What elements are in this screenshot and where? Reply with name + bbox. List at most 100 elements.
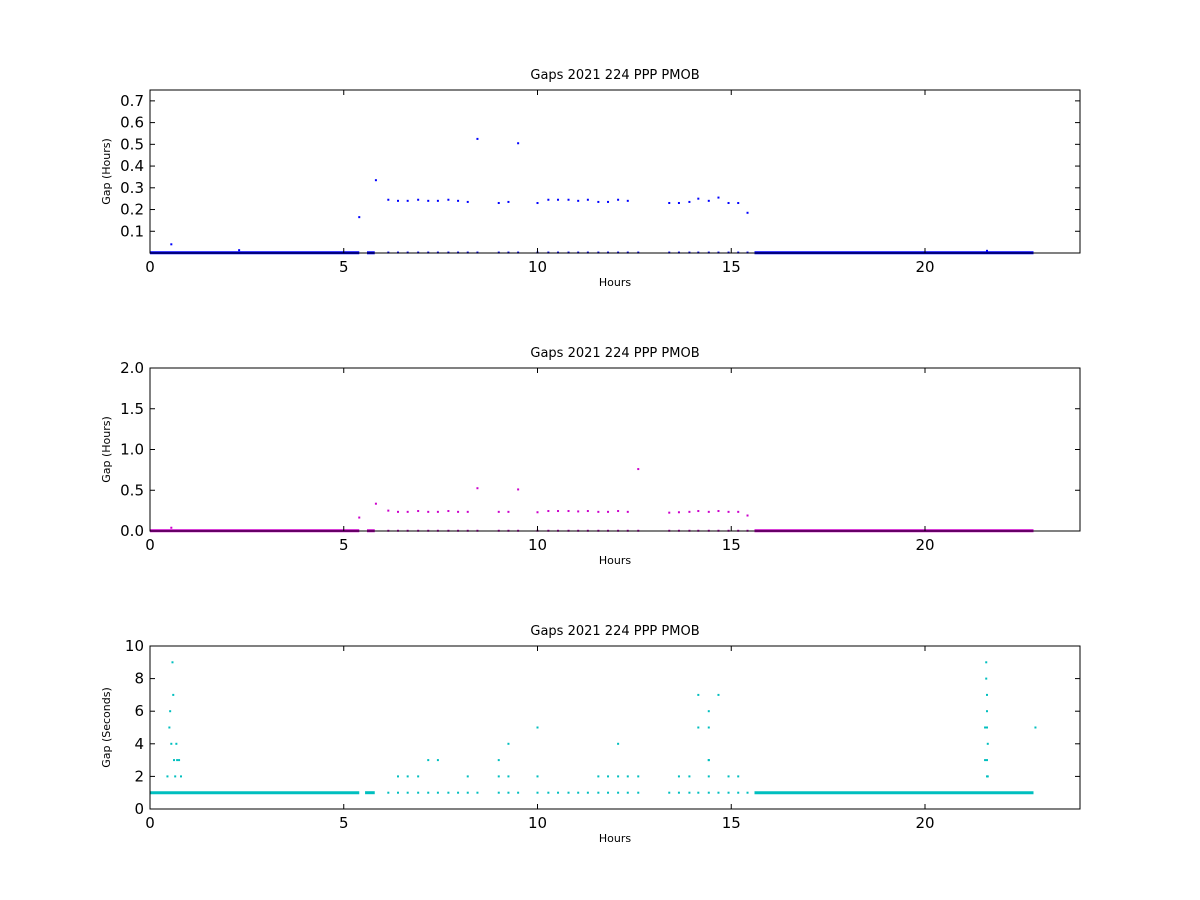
data-point xyxy=(737,775,740,778)
chart-panel-2: 0 5 10 15 20 0.0 0.5 1.0 1.5 2.0 Gaps 2021 224 PPP… xyxy=(100,346,1081,567)
x-tick-label: 20 xyxy=(915,814,934,832)
data-point xyxy=(417,510,420,513)
x-tick-label: 15 xyxy=(722,814,741,832)
data-point xyxy=(547,510,550,513)
data-point xyxy=(387,791,390,794)
data-point xyxy=(707,791,710,794)
y-tick-label: 8 xyxy=(134,670,144,688)
data-point xyxy=(577,510,580,513)
data-point xyxy=(406,199,409,202)
data-point xyxy=(607,200,610,203)
data-point xyxy=(507,775,510,778)
data-point xyxy=(436,791,439,794)
x-axis-label: Hours xyxy=(599,554,631,567)
data-point xyxy=(697,197,700,200)
data-point xyxy=(427,510,430,513)
data-point xyxy=(358,216,361,219)
data-point xyxy=(984,726,987,729)
data-point xyxy=(536,791,539,794)
data-point xyxy=(668,511,671,514)
data-point xyxy=(607,791,610,794)
data-point xyxy=(567,198,570,201)
data-point xyxy=(173,759,176,762)
y-tick-label: 0.1 xyxy=(120,222,144,240)
data-point xyxy=(417,775,420,778)
data-point xyxy=(497,759,500,762)
x-tick-label: 0 xyxy=(145,814,155,832)
x-tick-label: 10 xyxy=(528,258,547,276)
y-tick-label: 1.0 xyxy=(120,441,144,459)
data-point xyxy=(497,775,500,778)
data-point xyxy=(707,199,710,202)
data-point xyxy=(170,243,173,246)
data-point xyxy=(427,791,430,794)
data-point xyxy=(677,791,680,794)
data-point xyxy=(517,142,520,145)
y-axis: 0.1 0.2 0.3 0.4 0.5 0.6 0.7 xyxy=(120,92,1080,240)
data-point xyxy=(507,742,510,745)
data-point xyxy=(387,509,390,512)
data-point xyxy=(985,677,988,680)
y-axis-label: Gap (Seconds) xyxy=(100,687,113,768)
y-axis: 0 2 4 6 8 10 xyxy=(125,637,1080,818)
x-tick-label: 5 xyxy=(339,536,349,554)
data-point xyxy=(557,510,560,513)
data-point xyxy=(617,742,620,745)
y-tick-label: 6 xyxy=(134,702,144,720)
data-point xyxy=(607,510,610,513)
data-point xyxy=(517,488,520,491)
chart-title: Gaps 2021 224 PPP PMOB xyxy=(530,68,699,83)
data-point xyxy=(697,693,700,696)
y-tick-label: 2 xyxy=(134,767,144,785)
data-point xyxy=(176,759,179,762)
data-point xyxy=(986,759,988,762)
x-tick-label: 0 xyxy=(145,258,155,276)
data-point xyxy=(617,775,620,778)
data-point xyxy=(1034,726,1037,729)
data-point xyxy=(436,199,439,202)
x-tick-label: 0 xyxy=(145,536,155,554)
x-tick-label: 20 xyxy=(915,258,934,276)
y-tick-label: 0.7 xyxy=(120,92,144,110)
data-point xyxy=(166,775,169,778)
data-point xyxy=(717,510,720,513)
series-2 xyxy=(387,791,749,794)
data-point xyxy=(984,759,987,762)
data-point xyxy=(737,202,740,205)
data-point xyxy=(178,759,181,762)
data-point xyxy=(697,510,700,513)
data-point xyxy=(707,759,710,762)
data-point xyxy=(637,468,640,471)
chart-title: Gaps 2021 224 PPP PMOB xyxy=(530,624,699,639)
y-tick-label: 0.3 xyxy=(120,179,144,197)
axes-frame xyxy=(149,89,1081,254)
data-point xyxy=(557,198,560,201)
y-tick-label: 4 xyxy=(134,735,144,753)
data-point xyxy=(476,487,479,490)
data-point xyxy=(737,510,740,513)
data-point xyxy=(626,510,629,513)
y-tick-label: 2.0 xyxy=(120,359,144,377)
data-point xyxy=(597,791,600,794)
data-point xyxy=(717,693,720,696)
data-point xyxy=(697,726,700,729)
data-point xyxy=(697,791,700,794)
data-point xyxy=(707,726,710,729)
data-point xyxy=(175,742,178,745)
y-axis-label: Gap (Hours) xyxy=(100,138,113,205)
data-point xyxy=(358,516,361,519)
data-point xyxy=(397,199,399,202)
axes-frame xyxy=(149,367,1081,532)
data-point xyxy=(617,198,620,201)
data-point xyxy=(746,791,749,794)
x-tick-label: 5 xyxy=(339,258,349,276)
data-point xyxy=(466,510,469,513)
data-point xyxy=(406,510,409,513)
data-point xyxy=(174,775,177,778)
data-point xyxy=(457,199,460,202)
data-point xyxy=(180,775,182,778)
data-point xyxy=(457,510,460,513)
data-point xyxy=(617,791,620,794)
x-axis: 0 5 10 15 20 xyxy=(145,646,935,832)
